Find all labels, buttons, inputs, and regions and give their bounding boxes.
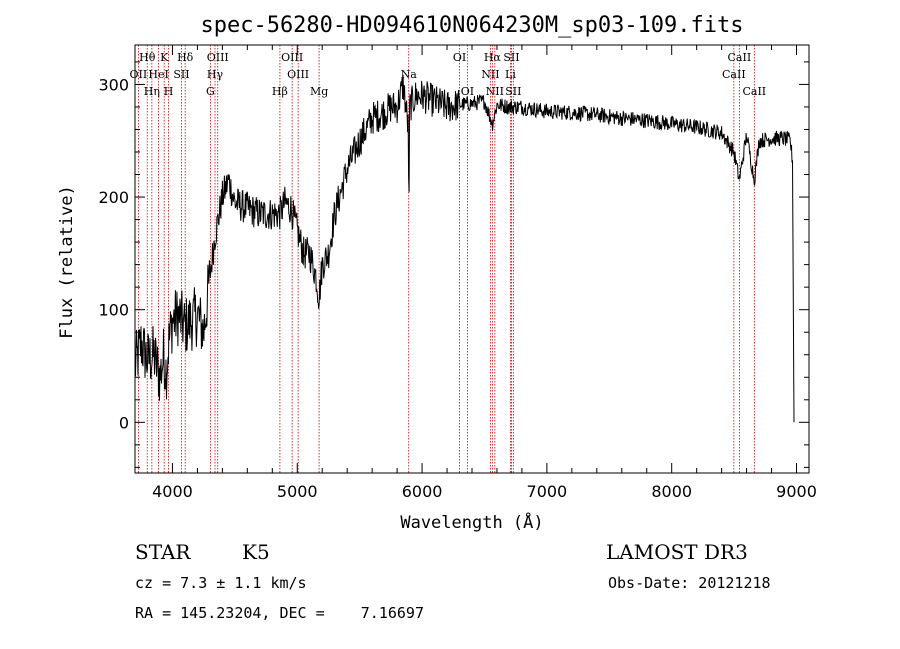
spectral-line-label: Li [505,68,516,81]
spectral-line-label: SII [503,51,519,64]
x-tick-label: 4000 [152,482,193,501]
coordinates: RA = 145.23204, DEC = 7.16697 [135,604,424,622]
y-axis-label: Flux (relative) [57,185,77,339]
spectral-line-label: NII [486,85,504,98]
x-tick-label: 7000 [527,482,568,501]
spectral-line-label: CaII [722,68,746,81]
plot-frame [134,44,810,474]
spectral-line-label: H [164,85,174,98]
spectral-line-label: Hθ [139,51,156,64]
spectral-line-label: SII [505,85,521,98]
spectral-line-label: CaII [742,85,766,98]
spectral-line-label: Na [401,68,418,81]
spectral-line-label: OIII [207,51,229,64]
spectral-line-label: Hβ [272,85,288,98]
spectral-line-label: Hα [484,51,502,64]
y-tick-label: 300 [98,75,129,94]
x-tick-label: 6000 [402,482,443,501]
spectral-line-label: OII [130,68,148,81]
redshift-text: cz = 7.3 ± 1.1 km/s [135,574,307,592]
spectral-line-label: NII [481,68,499,81]
spectral-line-label: HeI [148,68,168,81]
spectral-line-label: CaII [728,51,752,64]
spectral-line-label: OIII [281,51,303,64]
spectral-line-label: G [206,85,215,98]
spectral-line-label: OI [453,51,466,64]
spectral-line-label: Mg [310,85,328,98]
object-subclass: K5 [242,540,270,564]
x-tick-label: 5000 [277,482,318,501]
obs-date: Obs-Date: 20121218 [608,574,771,592]
survey-release: LAMOST DR3 [606,540,748,564]
spectral-line-label: Hγ [207,68,224,81]
x-axis-label: Wavelength (Å) [400,511,543,533]
spectral-line-label: Hδ [177,51,194,64]
spectral-line-label: SII [173,68,189,81]
spectral-line-label: K [160,51,169,64]
y-tick-label: 200 [98,188,129,207]
object-class: STAR [135,540,191,564]
spectral-line-label: Hη [144,85,160,98]
axis-ticks: 4000 5000 6000 7000 8000 9000 0 100 200 300 [98,45,817,501]
y-tick-label: 0 [119,413,129,432]
chart-title: spec-56280-HD094610N064230M_sp03-109.fit… [200,13,743,38]
y-tick-label: 100 [98,301,129,320]
spectral-line-label: OI [461,85,474,98]
spectrum-series-line [134,74,795,423]
spectral-line-markers [137,45,755,473]
x-tick-label: 9000 [776,482,817,501]
spectral-line-label: OIII [287,68,309,81]
x-tick-label: 8000 [651,482,692,501]
